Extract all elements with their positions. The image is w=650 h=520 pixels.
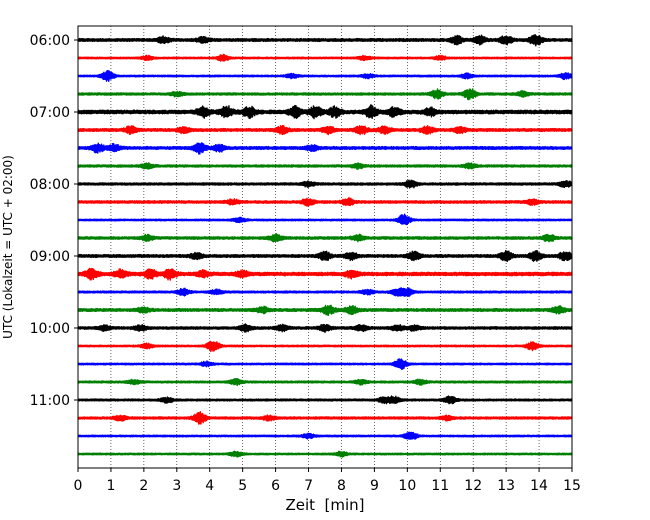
x-tick-label: 2 bbox=[139, 478, 148, 494]
trace-0845 bbox=[77, 232, 573, 243]
x-tick-label: 12 bbox=[464, 478, 482, 494]
x-tick-label: 9 bbox=[370, 478, 379, 494]
y-tick-label: 08:00 bbox=[30, 177, 70, 193]
trace-0945 bbox=[77, 304, 573, 317]
x-tick-label: 11 bbox=[431, 478, 449, 494]
x-tick-label: 3 bbox=[172, 478, 181, 494]
trace-0815 bbox=[77, 197, 573, 207]
trace-0645 bbox=[77, 88, 573, 101]
y-axis-ticks: 06:00 07:00 08:00 09:00 10:00 11:00 bbox=[30, 33, 78, 409]
trace-1030 bbox=[77, 358, 573, 371]
trace-0700 bbox=[77, 104, 573, 120]
x-tick-label: 14 bbox=[530, 478, 548, 494]
trace-0615 bbox=[77, 53, 573, 62]
y-axis-label: UTC (Lokalzeit = UTC + 02:00) bbox=[1, 155, 15, 339]
plot-frame bbox=[77, 25, 573, 469]
y-tick-label: 07:00 bbox=[30, 105, 70, 121]
x-tick-label: 1 bbox=[106, 478, 115, 494]
x-axis-ticks: 0 1 2 3 4 5 6 7 8 9 10 11 12 13 14 15 bbox=[74, 468, 581, 494]
trace-0715 bbox=[77, 124, 573, 136]
trace-0830 bbox=[77, 213, 573, 226]
y-tick-label: 06:00 bbox=[30, 33, 70, 49]
x-tick-label: 5 bbox=[238, 478, 247, 494]
trace-0900 bbox=[77, 250, 573, 263]
x-tick-label: 13 bbox=[497, 478, 515, 494]
x-tick-label: 10 bbox=[398, 478, 416, 494]
y-tick-label: 10:00 bbox=[30, 321, 70, 337]
x-tick-label: 6 bbox=[271, 478, 280, 494]
trace-0745 bbox=[77, 162, 573, 170]
x-tick-label: 0 bbox=[74, 478, 83, 494]
trace-1015 bbox=[77, 340, 573, 353]
trace-0800 bbox=[77, 179, 573, 189]
trace-0600 bbox=[77, 34, 573, 47]
trace-1130 bbox=[77, 431, 573, 440]
trace-1145 bbox=[77, 450, 573, 458]
y-tick-label: 11:00 bbox=[30, 393, 70, 409]
trace-0915 bbox=[77, 267, 573, 281]
x-tick-label: 15 bbox=[563, 478, 581, 494]
x-tick-label: 4 bbox=[205, 478, 214, 494]
x-axis-label: Zeit [min] bbox=[285, 496, 364, 514]
trace-0930 bbox=[77, 287, 573, 297]
trace-0630 bbox=[77, 70, 573, 82]
x-tick-label: 7 bbox=[304, 478, 313, 494]
trace-1045 bbox=[77, 377, 573, 387]
trace-1115 bbox=[77, 411, 573, 425]
trace-1000 bbox=[77, 323, 573, 334]
seismogram-traces bbox=[77, 34, 573, 458]
trace-0730 bbox=[77, 142, 573, 155]
y-tick-label: 09:00 bbox=[30, 249, 70, 265]
trace-1100 bbox=[77, 395, 573, 405]
x-tick-label: 8 bbox=[337, 478, 346, 494]
